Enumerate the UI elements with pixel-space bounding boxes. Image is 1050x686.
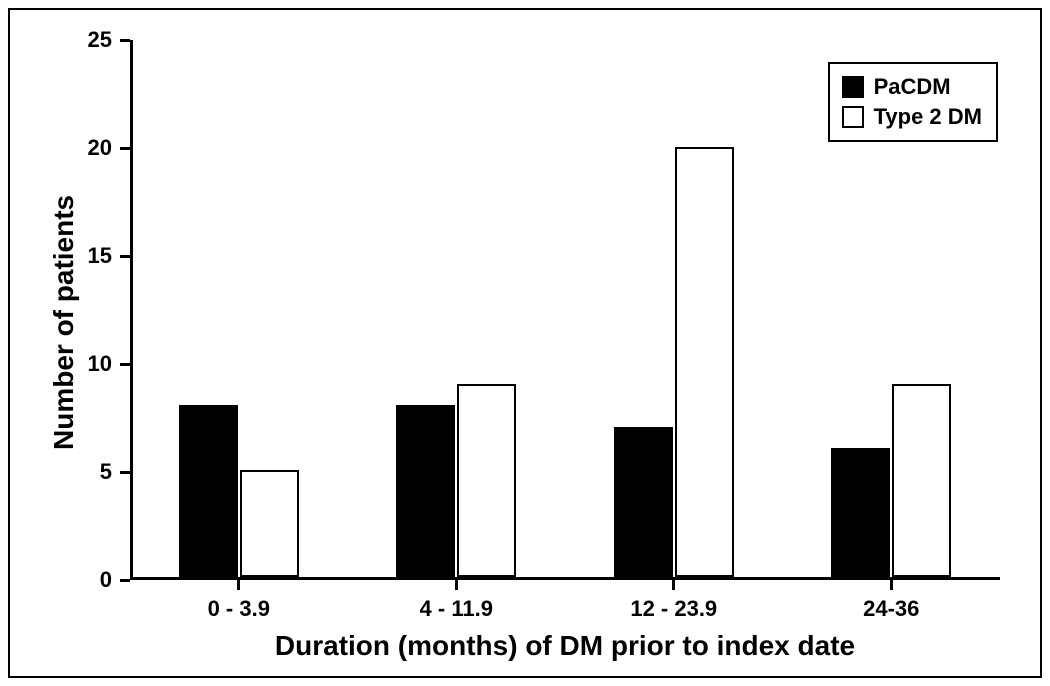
x-axis-label: Duration (months) of DM prior to index d… <box>275 630 855 662</box>
bar-pacdm <box>831 448 890 577</box>
x-tick-label: 0 - 3.9 <box>208 596 270 622</box>
legend-row-type2dm: Type 2 DM <box>842 102 982 132</box>
x-tick <box>890 580 893 590</box>
bar-pacdm <box>396 405 455 577</box>
bar-pacdm <box>614 427 673 577</box>
y-tick <box>120 147 130 150</box>
bar-type2dm <box>675 147 734 577</box>
x-tick <box>672 580 675 590</box>
y-tick <box>120 471 130 474</box>
bar-type2dm <box>892 384 951 577</box>
y-tick-label: 25 <box>64 27 112 53</box>
y-tick <box>120 39 130 42</box>
x-tick <box>237 580 240 590</box>
y-tick <box>120 579 130 582</box>
legend-label-type2dm: Type 2 DM <box>874 104 982 130</box>
y-tick-label: 5 <box>64 459 112 485</box>
y-tick-label: 0 <box>64 567 112 593</box>
y-tick <box>120 363 130 366</box>
x-tick-label: 12 - 23.9 <box>630 596 717 622</box>
y-tick <box>120 255 130 258</box>
x-tick <box>455 580 458 590</box>
x-tick-label: 24-36 <box>863 596 919 622</box>
bar-type2dm <box>240 470 299 577</box>
legend-row-pacdm: PaCDM <box>842 72 982 102</box>
bar-pacdm <box>179 405 238 577</box>
y-axis-label: Number of patients <box>48 195 80 450</box>
legend-swatch-pacdm <box>842 76 864 98</box>
legend: PaCDM Type 2 DM <box>828 62 998 142</box>
x-tick-label: 4 - 11.9 <box>420 596 493 622</box>
y-tick-label: 20 <box>64 135 112 161</box>
chart-frame: 0510152025 0 - 3.94 - 11.912 - 23.924-36… <box>8 8 1042 678</box>
bar-type2dm <box>457 384 516 577</box>
legend-swatch-type2dm <box>842 106 864 128</box>
legend-label-pacdm: PaCDM <box>874 74 951 100</box>
